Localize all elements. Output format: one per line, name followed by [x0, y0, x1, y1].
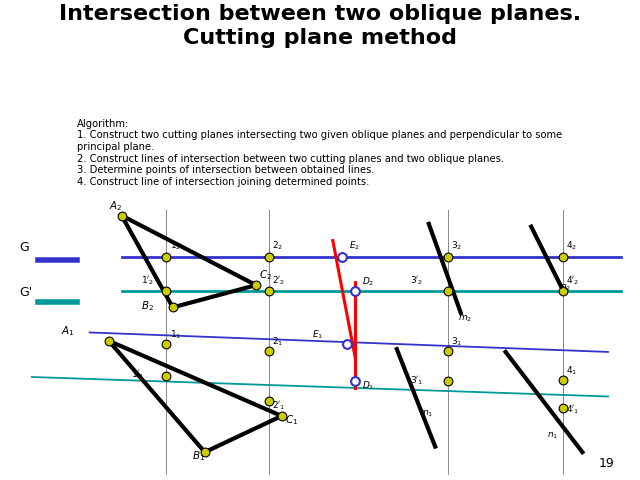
Text: $3'_2$: $3'_2$	[410, 274, 423, 287]
Point	[168, 303, 178, 311]
Text: $A_2$: $A_2$	[109, 199, 122, 213]
Text: $3_2$: $3_2$	[451, 239, 463, 252]
Text: Algorithm:
1. Construct two cutting planes intersecting two given oblique planes: Algorithm: 1. Construct two cutting plan…	[77, 119, 563, 187]
Text: $C_1$: $C_1$	[285, 413, 298, 427]
Text: G: G	[19, 241, 29, 254]
Point	[264, 397, 274, 405]
Text: $2'_2$: $2'_2$	[272, 274, 285, 287]
Point	[337, 253, 348, 261]
Point	[200, 448, 210, 456]
Text: $4_1$: $4_1$	[566, 364, 578, 377]
Point	[161, 287, 172, 295]
Text: $2'_1$: $2'_1$	[272, 399, 285, 412]
Text: $4'_1$: $4'_1$	[566, 404, 580, 416]
Point	[161, 253, 172, 261]
Text: $E_1$: $E_1$	[312, 328, 323, 341]
Point	[558, 253, 568, 261]
Text: G': G'	[19, 286, 33, 299]
Text: $D_1$: $D_1$	[362, 380, 374, 392]
Point	[342, 340, 352, 348]
Text: $A_1$: $A_1$	[61, 324, 74, 338]
Text: $B_1$: $B_1$	[192, 449, 205, 463]
Text: $1_2$: $1_2$	[170, 239, 181, 252]
Point	[264, 347, 274, 354]
Text: $1_1$: $1_1$	[170, 328, 181, 341]
Text: $C_2$: $C_2$	[259, 268, 272, 282]
Point	[558, 404, 568, 411]
Point	[443, 377, 453, 385]
Point	[350, 377, 360, 385]
Text: $E_2$: $E_2$	[349, 239, 360, 252]
Point	[443, 253, 453, 261]
Text: $B_2$: $B_2$	[141, 299, 154, 313]
Text: $4'_2$: $4'_2$	[566, 274, 580, 287]
Point	[443, 347, 453, 354]
Point	[116, 212, 127, 219]
Text: $2_1$: $2_1$	[272, 335, 284, 348]
Point	[558, 376, 568, 384]
Point	[104, 337, 114, 345]
Point	[558, 287, 568, 295]
Point	[161, 340, 172, 348]
Text: $n_1$: $n_1$	[547, 431, 559, 441]
Text: $m_1$: $m_1$	[419, 408, 433, 419]
Text: $D_2$: $D_2$	[362, 276, 374, 288]
Point	[443, 287, 453, 295]
Text: $3'_1$: $3'_1$	[410, 374, 423, 387]
Point	[161, 372, 172, 379]
Point	[350, 287, 360, 295]
Text: $n_2$: $n_2$	[560, 283, 571, 293]
Point	[251, 281, 261, 289]
Text: $1'_1$: $1'_1$	[131, 369, 145, 381]
Text: $1'_2$: $1'_2$	[141, 274, 154, 287]
Text: $m_2$: $m_2$	[458, 313, 472, 324]
Text: Intersection between two oblique planes.
Cutting plane method: Intersection between two oblique planes.…	[59, 4, 581, 48]
Text: $4_2$: $4_2$	[566, 239, 578, 252]
Point	[264, 253, 274, 261]
Text: $2_2$: $2_2$	[272, 239, 284, 252]
Point	[264, 287, 274, 295]
Point	[276, 412, 287, 420]
Text: 19: 19	[598, 457, 614, 470]
Text: $3_1$: $3_1$	[451, 335, 463, 348]
